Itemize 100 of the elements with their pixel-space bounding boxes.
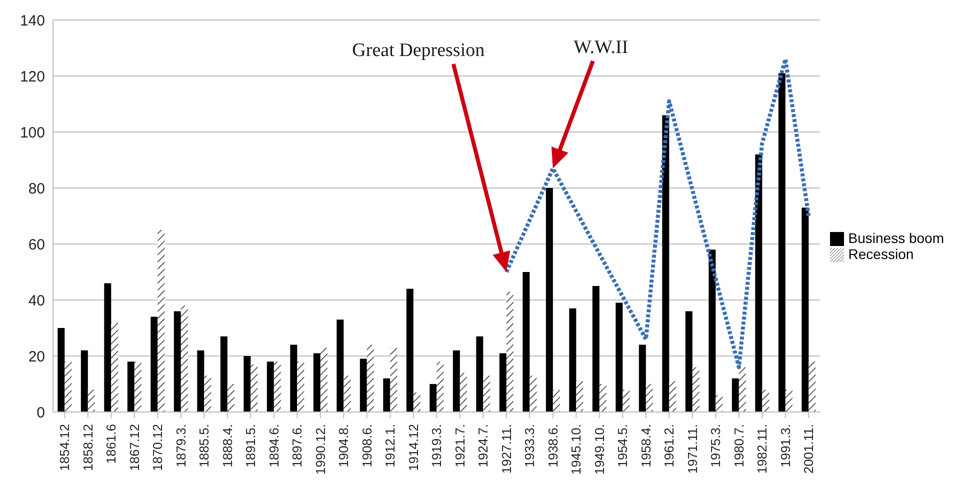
x-tick-label: 1990.12. xyxy=(312,424,328,475)
bar xyxy=(499,353,506,412)
bar xyxy=(127,362,134,412)
bar xyxy=(290,344,298,412)
bar xyxy=(755,154,762,412)
x-tick-label: 1982.11. xyxy=(754,424,770,474)
x-tick-label: 1919.3. xyxy=(429,424,444,468)
x-tick-label: 1894.6. xyxy=(266,424,282,468)
bar xyxy=(576,381,584,412)
x-tick-label: 1904.8. xyxy=(336,424,352,468)
bar xyxy=(320,348,328,412)
x-tick-label: 1854.12 xyxy=(57,424,72,471)
x-tick-label: 1933.3. xyxy=(522,424,538,468)
bar xyxy=(716,395,723,412)
x-tick-label: 1879.3. xyxy=(173,424,188,468)
bar xyxy=(204,376,212,412)
bar xyxy=(313,353,320,412)
bar xyxy=(158,230,165,412)
bar xyxy=(390,348,398,412)
bar xyxy=(669,381,676,412)
bar xyxy=(88,390,95,412)
x-tick-label: 1954.5. xyxy=(615,424,630,468)
y-tick-label: 100 xyxy=(20,124,45,142)
x-tick-label: 1958.4. xyxy=(638,424,654,468)
y-tick-label: 60 xyxy=(28,236,45,254)
bar xyxy=(569,308,576,412)
x-tick-label: 1945.10. xyxy=(568,424,584,475)
bar xyxy=(297,362,304,412)
x-tick-label: 1921.7. xyxy=(452,424,468,468)
y-tick-label: 20 xyxy=(28,348,45,366)
x-tick-label: 1924.7. xyxy=(476,424,491,468)
bar xyxy=(685,311,692,412)
y-tick-label: 120 xyxy=(20,68,45,86)
bar xyxy=(134,362,142,412)
x-tick-label: 1891.5. xyxy=(243,424,258,468)
bar xyxy=(150,316,158,412)
bar xyxy=(180,306,188,412)
bar xyxy=(104,283,112,412)
bar xyxy=(383,378,390,412)
x-tick-label: 1980.7. xyxy=(731,424,746,468)
bar xyxy=(460,372,467,412)
bar xyxy=(336,320,344,412)
x-tick-label: 1897.6. xyxy=(290,424,305,468)
x-tick-label: 1908.6. xyxy=(359,424,374,468)
x-tick-label: 1949.10. xyxy=(592,424,607,475)
bar xyxy=(220,336,228,412)
bar xyxy=(483,376,490,412)
bar xyxy=(80,350,88,412)
x-tick-label: 1870.12 xyxy=(150,424,166,471)
bar xyxy=(522,272,530,412)
bar xyxy=(360,358,367,412)
bar xyxy=(413,392,420,412)
bar xyxy=(250,364,258,412)
legend-label: Business boom xyxy=(848,230,944,246)
y-tick-label: 80 xyxy=(28,180,45,198)
line-series xyxy=(504,57,811,370)
bar xyxy=(778,73,786,412)
bar xyxy=(64,362,72,412)
x-tick-label: 1961.2. xyxy=(662,424,677,468)
bar xyxy=(616,302,623,412)
legend-label: Recession xyxy=(848,246,914,262)
bar xyxy=(708,250,716,412)
bar xyxy=(430,384,437,412)
bar xyxy=(785,390,792,412)
bar xyxy=(197,350,204,412)
bar xyxy=(266,362,274,412)
bar xyxy=(227,384,234,412)
y-tick-label: 40 xyxy=(28,292,45,310)
bar xyxy=(58,328,65,412)
bar xyxy=(274,362,281,412)
bar xyxy=(552,390,560,412)
bar xyxy=(436,362,444,412)
bar xyxy=(762,390,770,412)
bar xyxy=(622,390,630,412)
bar xyxy=(366,344,374,412)
bar xyxy=(452,350,460,412)
bar xyxy=(662,115,670,412)
bar xyxy=(638,344,646,412)
x-tick-label: 1975.3. xyxy=(708,424,724,468)
bar xyxy=(530,376,537,412)
x-tick-label: 1861.6 xyxy=(104,424,119,464)
bar xyxy=(506,292,514,412)
bar xyxy=(546,188,553,412)
bar xyxy=(692,367,700,412)
x-tick-label: 1912.1. xyxy=(382,424,398,468)
x-tick-label: 1867.12 xyxy=(126,424,142,471)
bar xyxy=(111,322,118,412)
y-tick-label: 0 xyxy=(36,404,45,422)
bar xyxy=(174,311,181,412)
x-tick-label: 2001.11. xyxy=(801,424,816,474)
bar xyxy=(599,384,606,412)
bar xyxy=(646,384,653,412)
y-tick-label: 140 xyxy=(20,12,45,30)
x-tick-label: 1885.5. xyxy=(196,424,212,468)
x-tick-label: 1971.11. xyxy=(684,424,700,474)
bar xyxy=(476,336,484,412)
bar xyxy=(592,286,600,412)
bar xyxy=(406,288,414,412)
bar xyxy=(244,356,251,412)
x-tick-label: 1938.6. xyxy=(545,424,560,468)
